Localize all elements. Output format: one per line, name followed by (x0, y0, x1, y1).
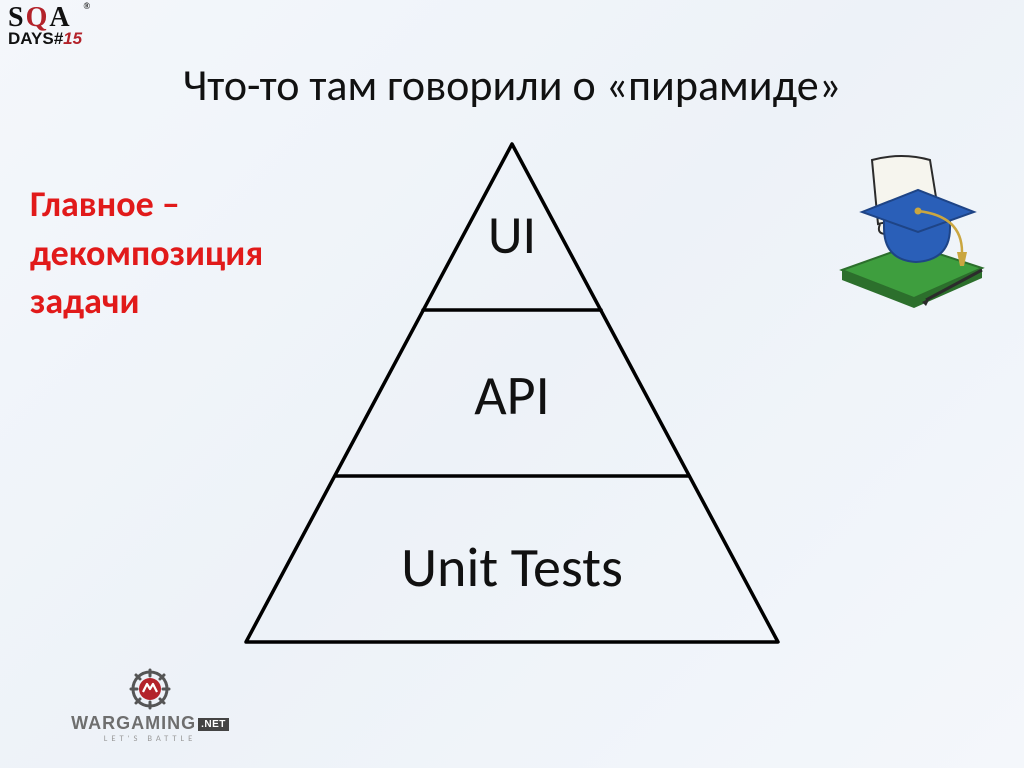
days-word: DAYS (8, 29, 54, 48)
registered-mark: ® (83, 2, 92, 11)
wargaming-logo: WARGAMING.NET LET'S BATTLE (60, 668, 240, 744)
days-text: DAYS#15 (8, 30, 82, 47)
pyramid-level-api: API (238, 368, 786, 424)
wargaming-brand: WARGAMING.NET (60, 714, 240, 732)
testing-pyramid: UI API Unit Tests (238, 140, 786, 650)
pyramid-level-unit: Unit Tests (238, 540, 786, 596)
wargaming-wheel-icon (129, 668, 171, 710)
pyramid-level-ui: UI (238, 208, 786, 262)
sqa-text: SQA ® (8, 4, 82, 32)
graduation-cap-icon (822, 150, 992, 310)
sqa-days-logo: SQA ® DAYS#15 (8, 4, 82, 47)
days-hash: # (54, 29, 63, 48)
wargaming-brand-main: WARGAMING (71, 713, 196, 733)
days-number: 15 (63, 29, 82, 48)
slide-title: Что-то там говорили о «пирамиде» (0, 58, 1024, 112)
wargaming-brand-suffix: .NET (198, 718, 229, 731)
wargaming-tagline: LET'S BATTLE (60, 734, 240, 744)
